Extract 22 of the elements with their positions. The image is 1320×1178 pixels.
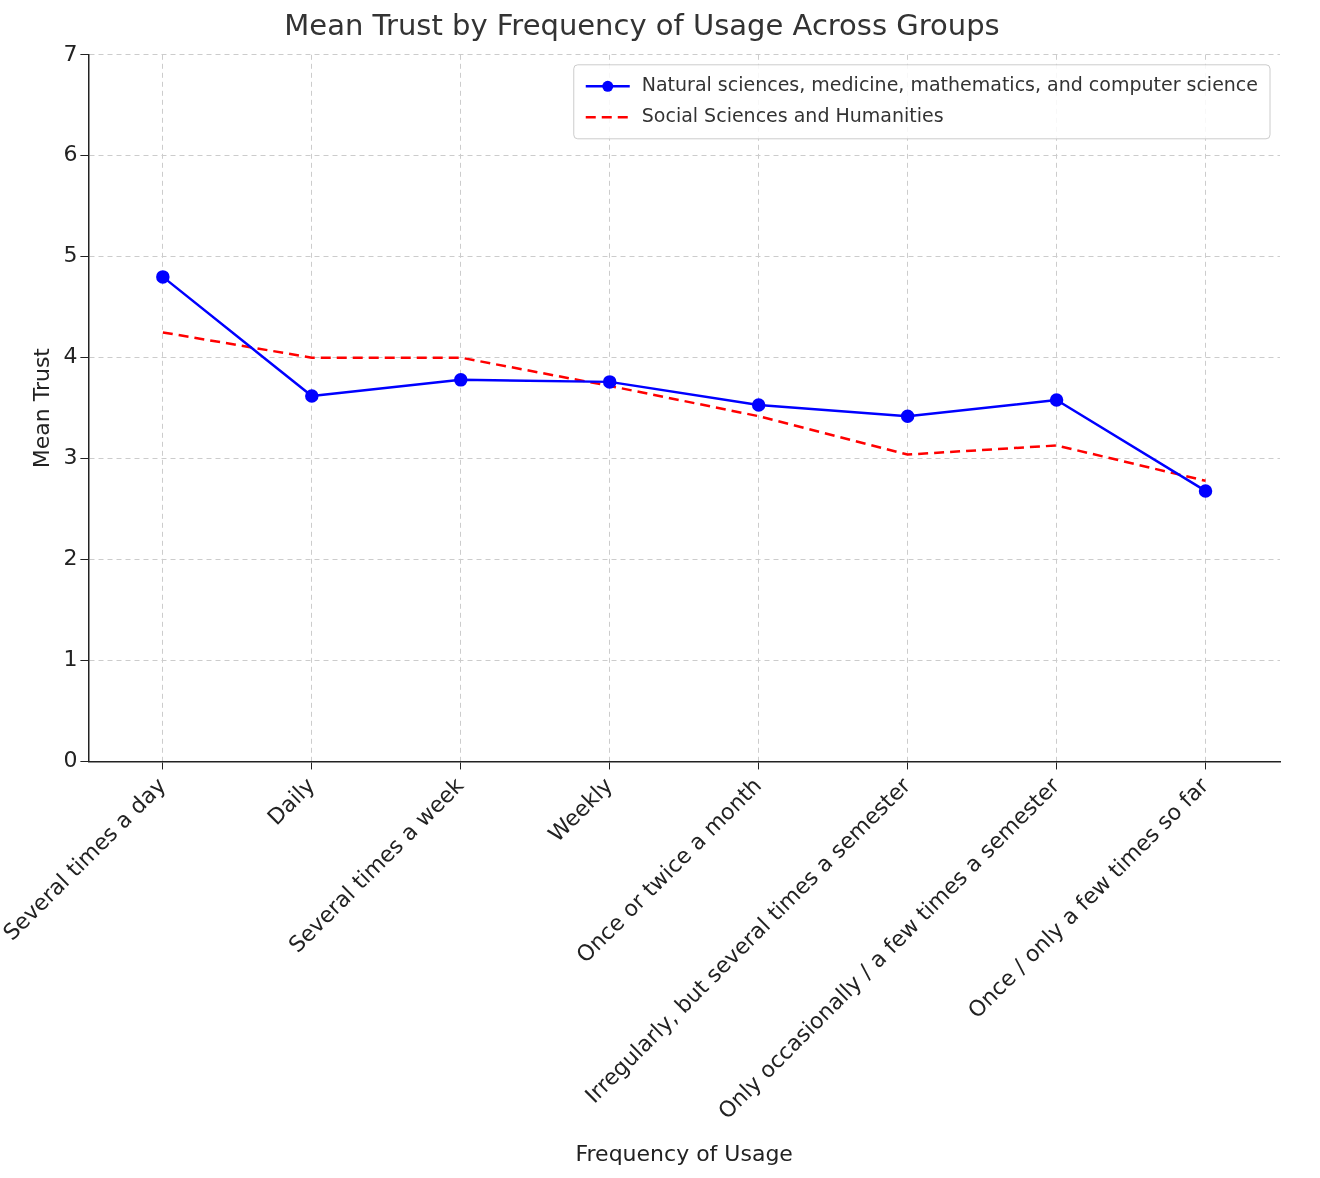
point [156, 270, 170, 284]
legend-label: Social Sciences and Humanities [641, 104, 944, 127]
point [751, 398, 766, 412]
y-tick-label: 2 [63, 545, 78, 571]
chart-title: Mean Trust by Frequency of Usage Across Groups [284, 7, 1000, 42]
y-tick-label: 1 [63, 646, 78, 672]
line-series [161, 331, 1207, 483]
y-tick-label: 0 [63, 747, 78, 773]
x-axis-title: Frequency of Usage [575, 1140, 793, 1166]
y-axis-title: Mean Trust [28, 347, 54, 469]
point [602, 375, 617, 389]
y-tick-label: 7 [63, 40, 78, 66]
legend-label: Natural sciences, medicine, mathematics, and computer science [641, 73, 1258, 96]
point [1049, 393, 1064, 407]
y-tick-label: 6 [63, 141, 78, 167]
point [454, 373, 468, 387]
point [305, 389, 319, 403]
y-tick-label: 4 [63, 343, 78, 369]
point [900, 409, 915, 423]
y-tick-label: 5 [63, 242, 78, 268]
point [1198, 484, 1213, 498]
y-tick-label: 3 [63, 444, 78, 470]
